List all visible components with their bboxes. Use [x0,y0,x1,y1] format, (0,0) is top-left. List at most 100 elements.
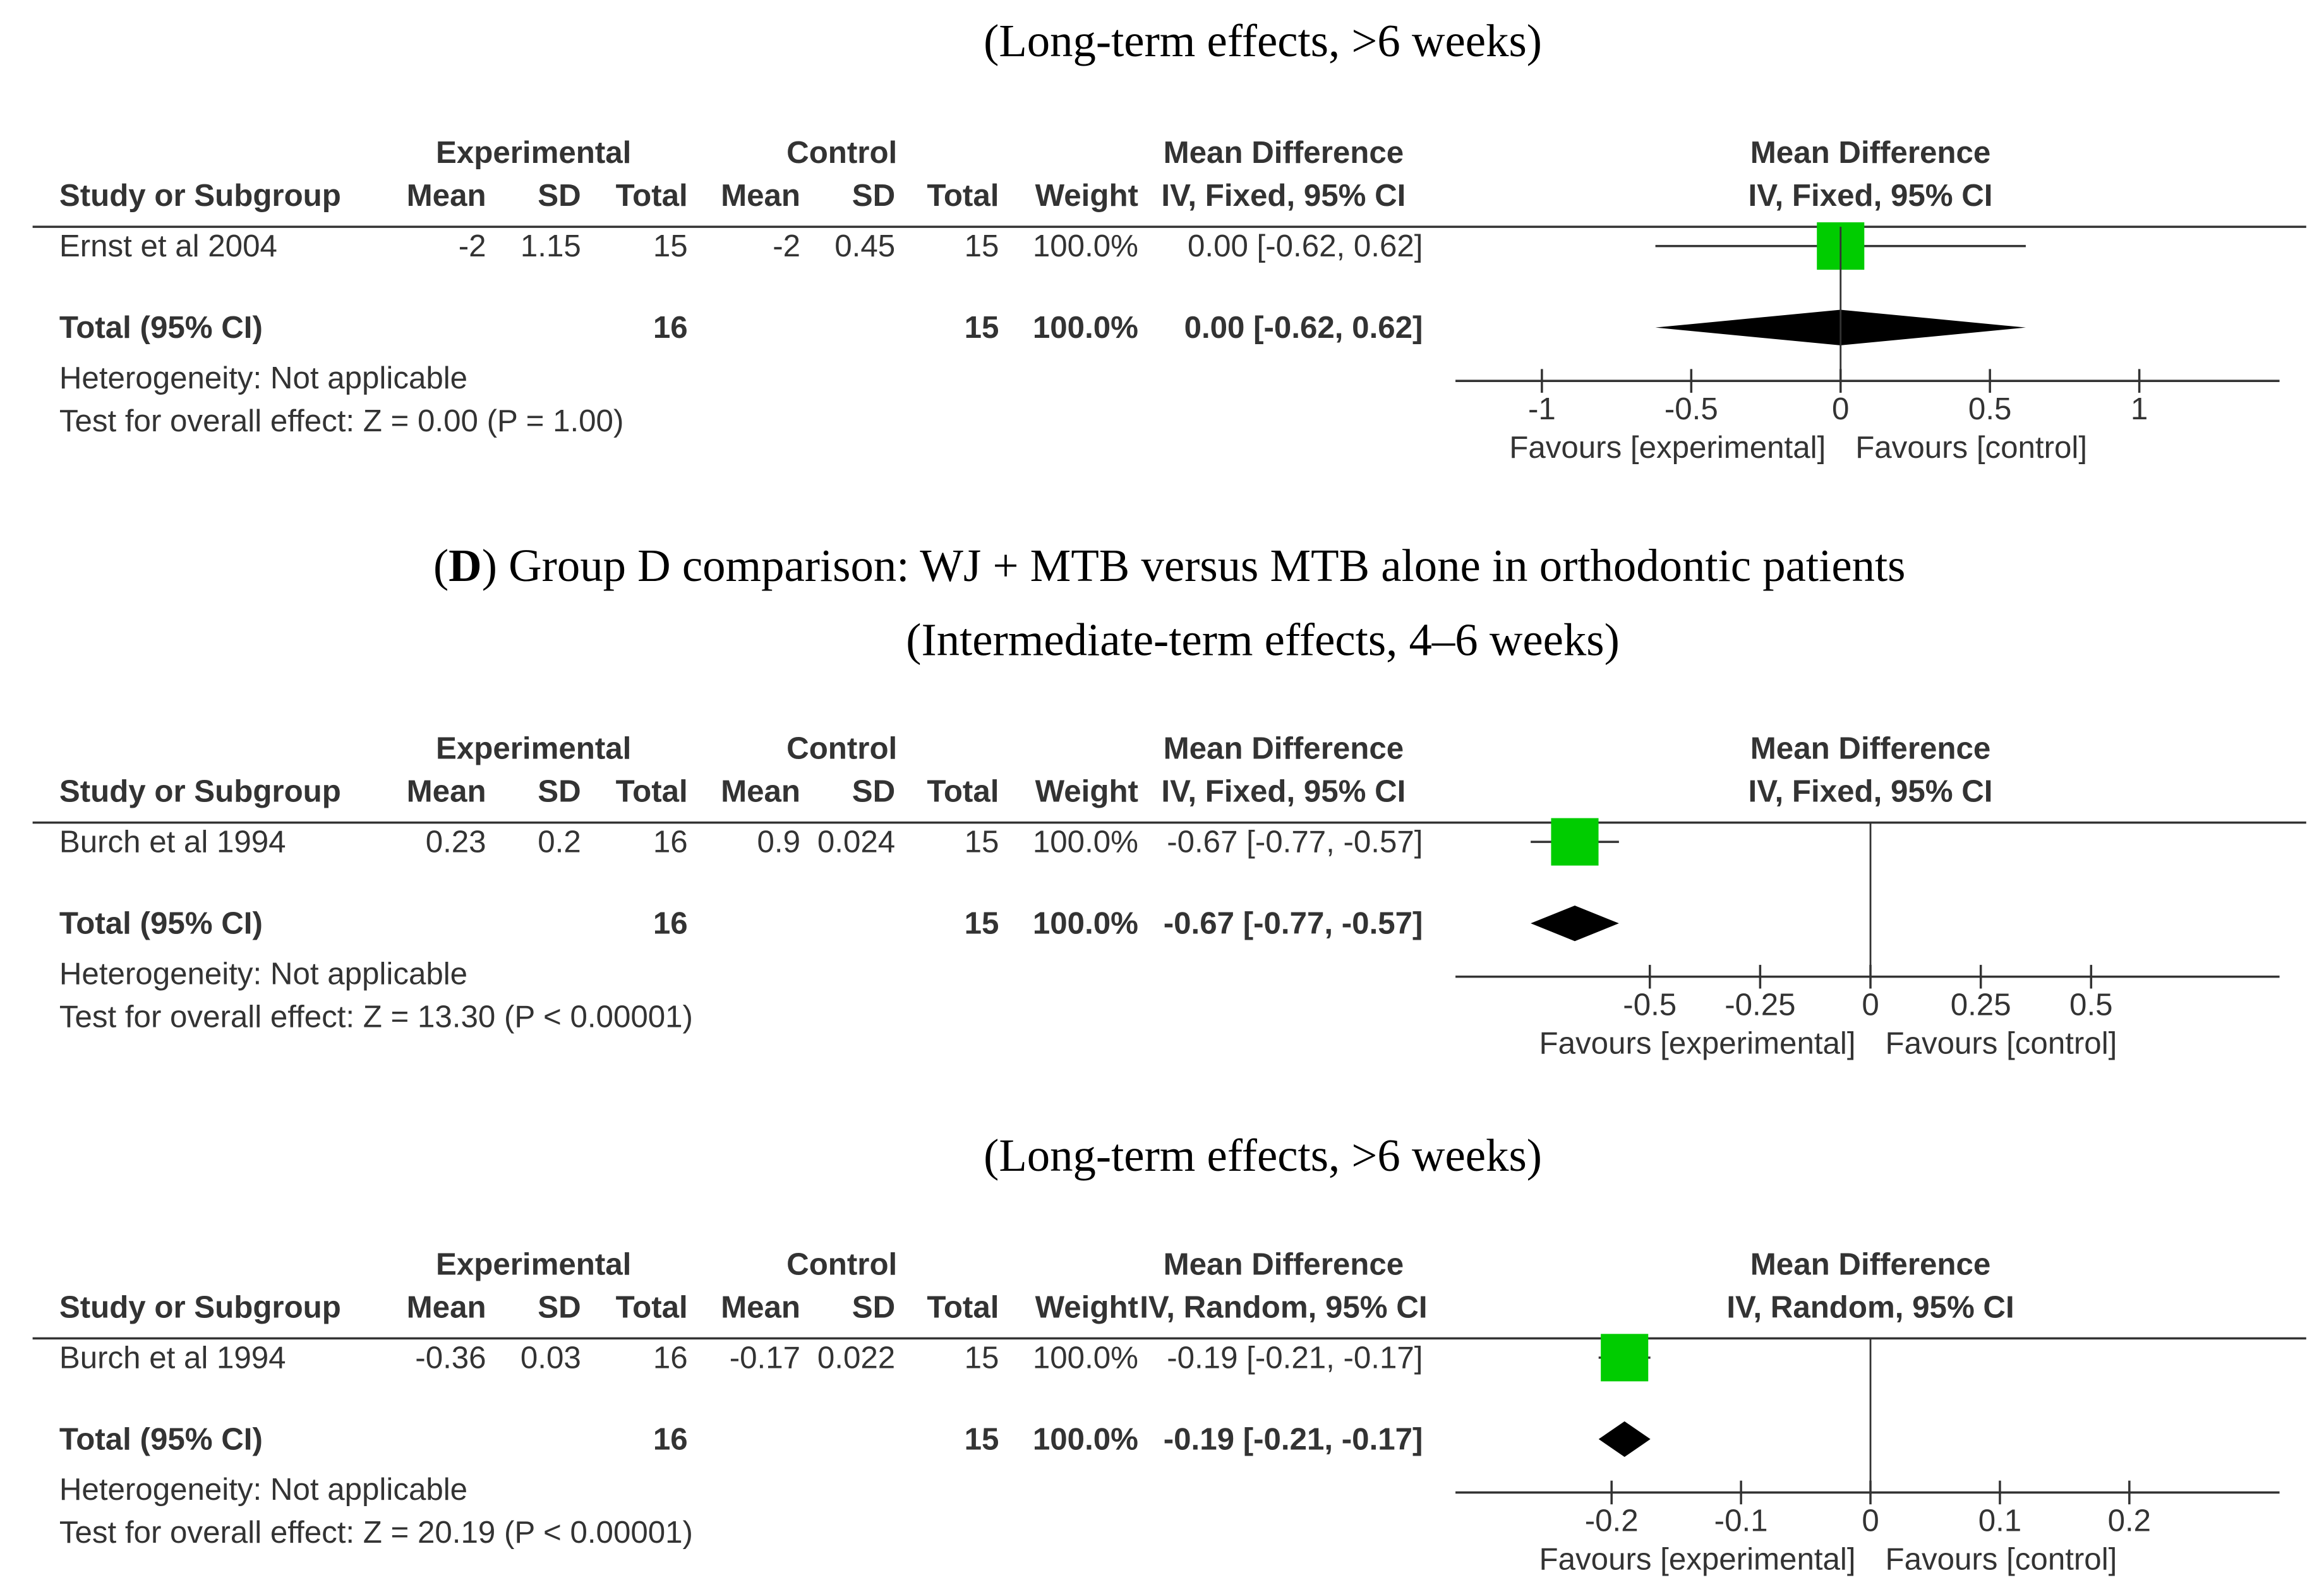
total-ci: -0.67 [-0.77, -0.57] [1164,906,1423,941]
study-ci: -0.67 [-0.77, -0.57] [1167,825,1423,859]
study-exp-sd: 0.03 [521,1340,581,1375]
header-ctl-total: Total [927,1290,999,1324]
plot-header-method: IV, Random, 95% CI [1726,1290,2014,1324]
header-control: Control [786,1251,897,1282]
header-exp-mean: Mean [407,774,486,809]
study-ctl-sd: 0.022 [817,1340,895,1375]
header-ctl-sd: SD [852,178,895,213]
study-exp-mean: -0.36 [415,1340,486,1375]
heading-group-d: (D) Group D comparison: WJ + MTB versus … [433,539,1906,592]
header-exp-mean: Mean [407,178,486,213]
total-label: Total (95% CI) [59,906,263,941]
study-ctl-mean: -2 [773,229,800,263]
study-weight: 100.0% [1033,1340,1138,1375]
study-ctl-mean: 0.9 [757,825,800,859]
total-label: Total (95% CI) [59,310,263,345]
header-experimental: Experimental [436,735,631,766]
header-exp-sd: SD [538,1290,581,1324]
x-tick-label: 1 [2131,392,2148,426]
x-tick-label: 0.5 [1968,392,2011,426]
study-weight: 100.0% [1033,229,1138,263]
heading-long-term-1: (Long-term effects, >6 weeks) [984,15,1542,67]
study-ctl-sd: 0.45 [834,229,895,263]
overall-effect-text: Test for overall effect: Z = 0.00 (P = 1… [59,404,624,438]
header-ctl-total: Total [927,774,999,809]
study-effect-box [1551,818,1599,866]
study-effect-box [1601,1334,1649,1382]
header-experimental: Experimental [436,1251,631,1282]
x-tick-label: 0.2 [2108,1503,2151,1538]
total-ci: -0.19 [-0.21, -0.17] [1164,1421,1423,1456]
plot-header-title: Mean Difference [1750,140,1991,171]
heading-intermediate: (Intermediate-term effects, 4–6 weeks) [906,613,1620,666]
header-mean-difference: Mean Difference [1164,140,1404,171]
study-exp-total: 15 [653,229,688,263]
total-ctl-total: 15 [965,310,999,345]
header-weight: Weight [1035,774,1138,809]
header-mean-difference: Mean Difference [1164,1251,1404,1282]
favours-control-label: Favours [control] [1885,1026,2117,1061]
header-study: Study or Subgroup [59,774,341,809]
header-ctl-mean: Mean [721,1290,800,1324]
header-method: IV, Fixed, 95% CI [1161,774,1406,809]
x-tick-label: 0.25 [1951,988,2011,1022]
header-exp-sd: SD [538,774,581,809]
study-name: Burch et al 1994 [59,1340,286,1375]
favours-control-label: Favours [control] [1885,1541,2117,1576]
study-ci: 0.00 [-0.62, 0.62] [1188,229,1423,263]
favours-control-label: Favours [control] [1855,430,2087,465]
forest-plot-intermediate-d: Experimental Control Mean Difference Study … [32,735,2306,1061]
x-tick-label: -0.2 [1585,1503,1639,1538]
heading-long-term-2: (Long-term effects, >6 weeks) [984,1129,1542,1182]
heterogeneity-text: Heterogeneity: Not applicable [59,361,467,395]
header-ctl-mean: Mean [721,774,800,809]
x-tick-label: 0 [1862,1503,1879,1538]
study-ctl-sd: 0.024 [817,825,895,859]
total-exp-total: 16 [653,1421,688,1456]
study-exp-mean: 0.23 [426,825,486,859]
forest-plot-long-term-c: Experimental Control Mean Difference Study … [32,140,2306,465]
study-exp-total: 16 [653,825,688,859]
header-method: IV, Random, 95% CI [1140,1290,1427,1324]
header-method: IV, Fixed, 95% CI [1161,178,1406,213]
header-weight: Weight [1035,178,1138,213]
group-d-label: D [449,539,482,592]
study-exp-mean: -2 [459,229,486,263]
header-exp-mean: Mean [407,1290,486,1324]
study-weight: 100.0% [1033,825,1138,859]
x-tick-label: 0 [1832,392,1849,426]
header-mean-difference: Mean Difference [1164,735,1404,766]
header-exp-total: Total [616,774,688,809]
header-exp-total: Total [616,178,688,213]
total-ci: 0.00 [-0.62, 0.62] [1184,310,1423,345]
study-ci: -0.19 [-0.21, -0.17] [1167,1340,1423,1375]
heterogeneity-text: Heterogeneity: Not applicable [59,956,467,991]
header-study: Study or Subgroup [59,1290,341,1324]
header-control: Control [786,735,897,766]
header-experimental: Experimental [436,140,631,171]
overall-effect-text: Test for overall effect: Z = 13.30 (P < … [59,999,693,1034]
study-exp-sd: 1.15 [521,229,581,263]
study-ctl-total: 15 [965,1340,999,1375]
total-label: Total (95% CI) [59,1421,263,1456]
total-exp-total: 16 [653,310,688,345]
x-tick-label: 0.1 [1978,1503,2021,1538]
x-tick-label: 0 [1862,988,1879,1022]
plot-header-method: IV, Fixed, 95% CI [1749,178,1993,213]
study-name: Burch et al 1994 [59,825,286,859]
total-weight: 100.0% [1033,906,1138,941]
study-ctl-total: 15 [965,825,999,859]
plot-header-title: Mean Difference [1750,1251,1991,1282]
total-diamond [1598,1421,1651,1457]
favours-experimental-label: Favours [experimental] [1539,1541,1856,1576]
group-d-text: Group D comparison: WJ + MTB versus MTB … [509,539,1906,592]
study-name: Ernst et al 2004 [59,229,277,263]
study-exp-sd: 0.2 [538,825,581,859]
total-exp-total: 16 [653,906,688,941]
header-exp-total: Total [616,1290,688,1324]
study-exp-total: 16 [653,1340,688,1375]
total-ctl-total: 15 [965,1421,999,1456]
header-ctl-total: Total [927,178,999,213]
total-ctl-total: 15 [965,906,999,941]
